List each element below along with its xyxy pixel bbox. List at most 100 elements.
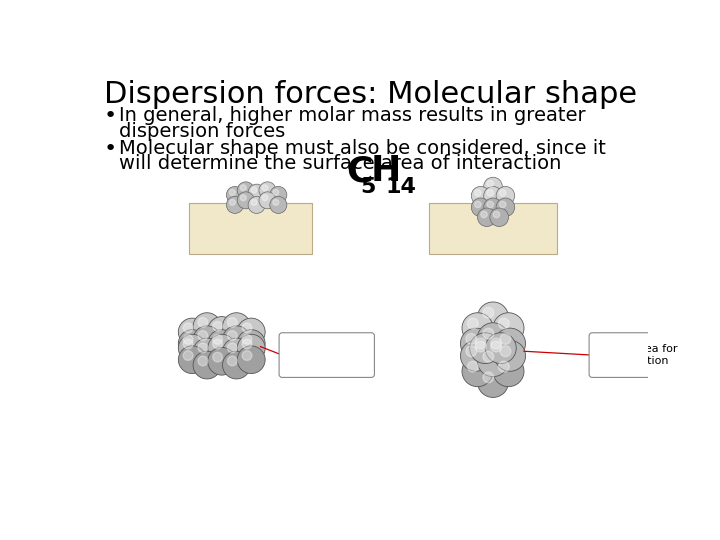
Circle shape (228, 318, 237, 327)
Circle shape (259, 192, 276, 209)
Circle shape (469, 336, 500, 367)
Circle shape (183, 339, 193, 349)
Circle shape (273, 199, 279, 205)
Circle shape (238, 330, 265, 357)
Circle shape (495, 328, 526, 359)
Circle shape (198, 356, 208, 366)
Text: 5: 5 (361, 177, 376, 197)
Circle shape (240, 195, 246, 201)
Circle shape (500, 346, 510, 356)
Circle shape (467, 361, 478, 372)
Circle shape (183, 335, 193, 344)
Text: dispersion forces: dispersion forces (120, 122, 286, 141)
Circle shape (484, 198, 503, 217)
Circle shape (222, 326, 251, 354)
Circle shape (474, 201, 481, 208)
Circle shape (230, 199, 235, 205)
Circle shape (474, 190, 481, 196)
Circle shape (477, 346, 508, 377)
Circle shape (493, 211, 500, 218)
Circle shape (493, 313, 524, 343)
Circle shape (198, 318, 208, 327)
FancyBboxPatch shape (589, 333, 687, 377)
Circle shape (228, 356, 237, 366)
Circle shape (481, 211, 487, 218)
Circle shape (222, 338, 251, 366)
Circle shape (251, 187, 257, 193)
Circle shape (242, 335, 252, 344)
Circle shape (487, 180, 493, 187)
Circle shape (193, 313, 221, 340)
Circle shape (230, 190, 235, 195)
Text: will determine the surface area of interaction: will determine the surface area of inter… (120, 154, 562, 173)
Text: In general, higher molar mass results in greater: In general, higher molar mass results in… (120, 106, 586, 125)
Circle shape (238, 318, 265, 346)
Circle shape (487, 201, 493, 208)
FancyBboxPatch shape (189, 204, 312, 254)
Circle shape (487, 190, 493, 196)
Circle shape (193, 338, 221, 366)
Text: •: • (104, 106, 117, 126)
Text: H: H (371, 154, 401, 188)
Circle shape (222, 351, 251, 379)
FancyBboxPatch shape (279, 333, 374, 377)
Circle shape (179, 318, 206, 346)
Circle shape (484, 186, 503, 205)
Circle shape (466, 346, 477, 356)
Circle shape (469, 333, 500, 363)
Circle shape (483, 351, 494, 362)
Text: molar mass = 72.15 g/mol: molar mass = 72.15 g/mol (194, 219, 306, 228)
Circle shape (248, 184, 265, 201)
Circle shape (483, 307, 494, 318)
Text: boiling point = 36.1 °C: boiling point = 36.1 °C (194, 228, 291, 237)
Text: •: • (104, 139, 117, 159)
Circle shape (500, 334, 510, 345)
Circle shape (483, 328, 494, 339)
Circle shape (226, 197, 243, 213)
Circle shape (461, 328, 492, 359)
Circle shape (483, 372, 494, 383)
Circle shape (496, 198, 515, 217)
Circle shape (208, 330, 235, 357)
Circle shape (495, 340, 526, 372)
Circle shape (212, 335, 222, 344)
Circle shape (462, 356, 493, 387)
Circle shape (498, 361, 509, 372)
Circle shape (183, 323, 193, 333)
Circle shape (484, 177, 503, 195)
Circle shape (472, 186, 490, 205)
Circle shape (485, 333, 516, 363)
Circle shape (179, 334, 206, 362)
Circle shape (485, 336, 516, 367)
Text: n-Pentane: n-Pentane (194, 208, 246, 217)
Circle shape (493, 356, 524, 387)
Text: molar mass = 72.15 g/mol: molar mass = 72.15 g/mol (435, 219, 546, 228)
Circle shape (242, 350, 252, 360)
Circle shape (496, 186, 515, 205)
Circle shape (238, 346, 265, 374)
Circle shape (490, 208, 508, 226)
Text: boiling point = 9.5 °C: boiling point = 9.5 °C (435, 228, 526, 237)
Circle shape (248, 197, 265, 213)
Circle shape (498, 318, 509, 329)
FancyBboxPatch shape (429, 204, 557, 254)
Circle shape (500, 190, 506, 196)
Circle shape (193, 326, 221, 354)
Circle shape (462, 313, 493, 343)
Circle shape (466, 334, 477, 345)
Circle shape (500, 201, 506, 208)
Text: Small area for
interaction: Small area for interaction (598, 345, 678, 366)
Circle shape (228, 343, 237, 353)
Text: C: C (346, 154, 372, 188)
Circle shape (251, 199, 257, 205)
Circle shape (193, 351, 221, 379)
Circle shape (208, 316, 235, 345)
Circle shape (270, 186, 287, 204)
Circle shape (212, 352, 222, 362)
Circle shape (198, 330, 208, 340)
Circle shape (238, 334, 265, 362)
Circle shape (238, 192, 254, 209)
Circle shape (212, 339, 222, 349)
Circle shape (238, 182, 254, 199)
Circle shape (242, 339, 252, 349)
